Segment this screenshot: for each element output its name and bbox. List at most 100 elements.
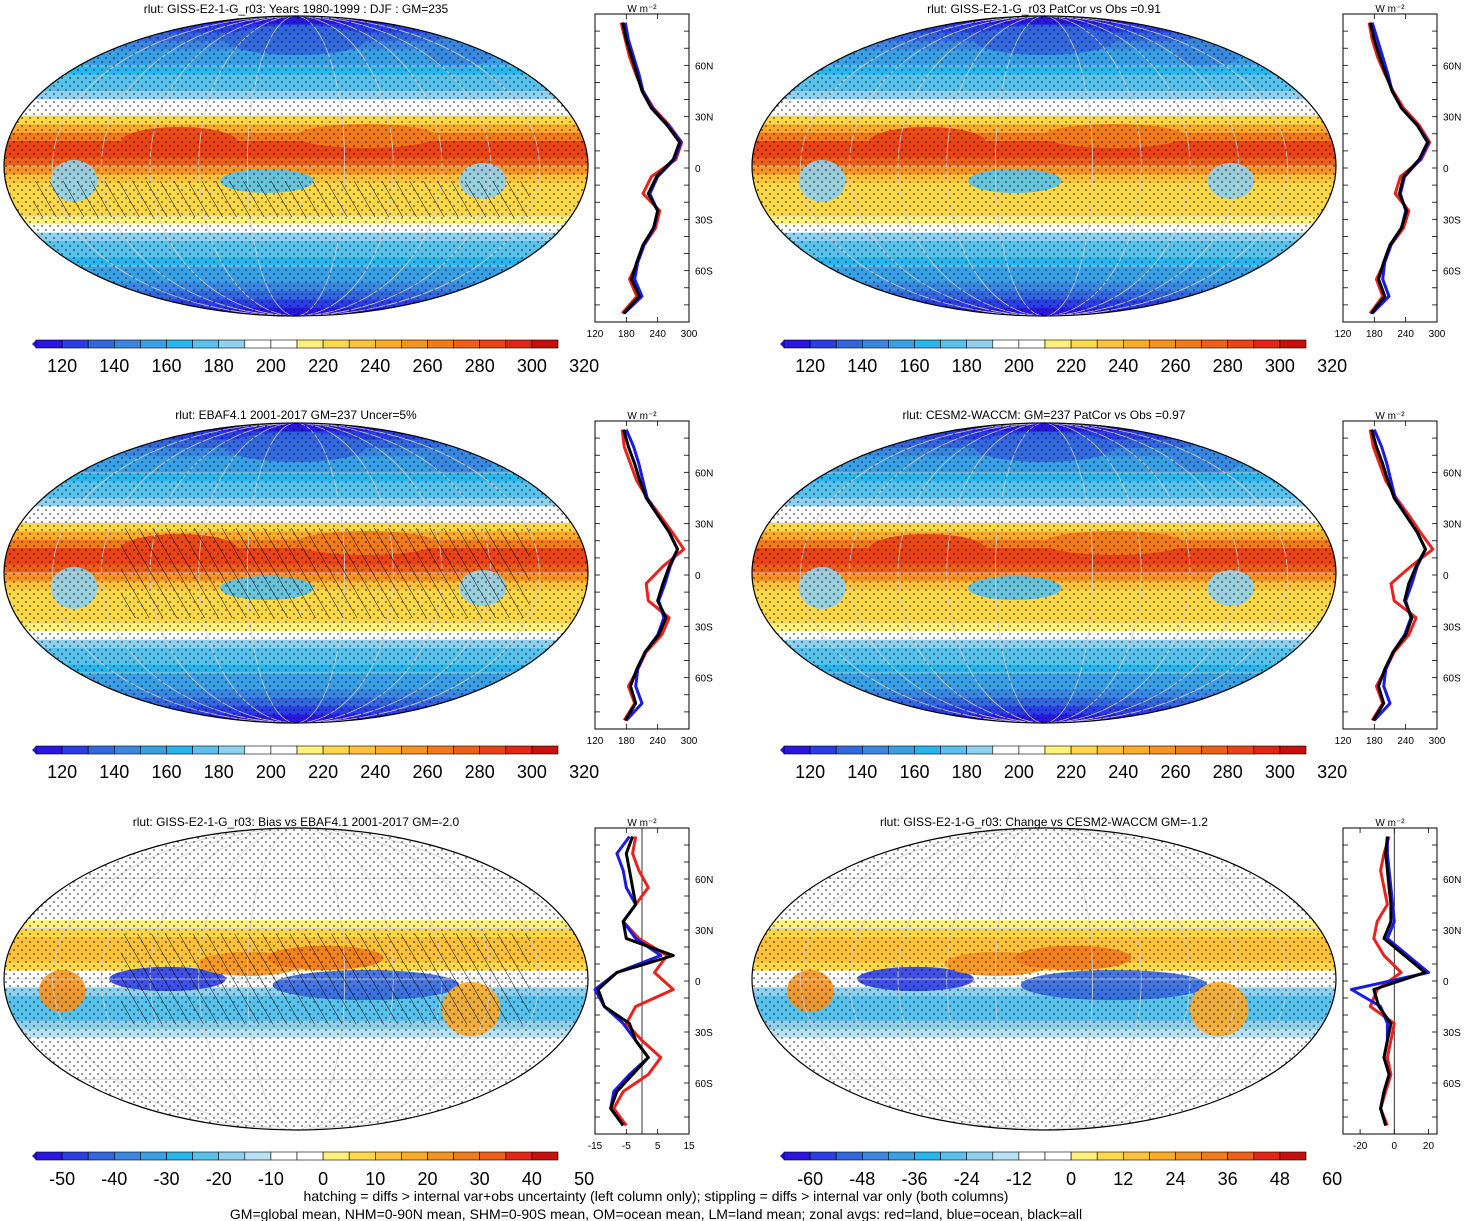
map-outline — [751, 15, 1337, 317]
zonal-xtick-label: 15 — [683, 1141, 695, 1152]
colorbar-swatch — [914, 339, 941, 349]
colorbar-label: 12 — [1113, 1169, 1133, 1189]
colorbar-swatch — [114, 339, 141, 349]
map-outline — [3, 422, 589, 724]
colorbar-label: 220 — [308, 762, 338, 782]
colorbar-label: -50 — [49, 1169, 75, 1189]
colorbar-label: 160 — [899, 762, 929, 782]
colorbar-label: 48 — [1270, 1169, 1290, 1189]
map-outline — [3, 15, 589, 317]
colorbar-swatch — [966, 745, 994, 755]
colorbar-swatch — [479, 1151, 507, 1161]
zonal-xtick-label: 120 — [1335, 329, 1352, 340]
zonal-ytick-label: 0 — [695, 977, 701, 988]
zonal-ytick-label: 60N — [1443, 61, 1461, 72]
map-outline — [751, 422, 1337, 724]
colorbar-swatch — [244, 745, 272, 755]
colorbar-swatch — [861, 745, 889, 755]
panel-5: rlut: GISS-E2-1-G_r03: Bias vs EBAF4.1 2… — [3, 815, 713, 1189]
zonal-ytick-label: 60S — [695, 267, 713, 278]
zonal-ytick-label: 60N — [1443, 468, 1461, 479]
zonal-units-label: W m⁻² — [1375, 4, 1405, 15]
zonal-land-line — [1368, 429, 1435, 722]
zonal-ytick-label: 0 — [695, 164, 701, 175]
zonal-xtick-label: 240 — [649, 329, 666, 340]
colorbar-swatch — [270, 339, 298, 349]
colorbar-swatch — [348, 745, 376, 755]
panel-title: rlut: GISS-E2-1-G_r03 PatCor vs Obs =0.9… — [927, 2, 1161, 16]
colorbar-label: 320 — [1317, 356, 1347, 376]
zonal-ytick-label: 60S — [1443, 267, 1461, 278]
colorbar-swatch — [1018, 339, 1046, 349]
zonal-ytick-label: 30S — [1443, 215, 1461, 226]
zonal-units-label: W m⁻² — [627, 411, 657, 422]
zonal-xtick-label: 180 — [618, 736, 635, 747]
colorbar-label: 200 — [1004, 356, 1034, 376]
colorbar-swatch — [505, 745, 533, 755]
map-outline — [3, 827, 589, 1131]
colorbar-label: 260 — [1160, 356, 1190, 376]
colorbar-swatch — [140, 1151, 167, 1161]
colorbar-swatch — [1096, 339, 1124, 349]
colorbar-swatch — [35, 745, 63, 755]
colorbar-label: 120 — [795, 356, 825, 376]
colorbar-label: 220 — [1056, 356, 1086, 376]
colorbar-label: 40 — [522, 1169, 542, 1189]
colorbar-label: -30 — [153, 1169, 179, 1189]
colorbar-swatch — [374, 745, 402, 755]
colorbar-swatch — [166, 1151, 193, 1161]
colorbar-label: -48 — [849, 1169, 875, 1189]
colorbar-swatch — [992, 745, 1020, 755]
colorbar-swatch — [505, 1151, 533, 1161]
zonal-all-line — [621, 22, 682, 315]
colorbar-swatch — [1279, 1151, 1307, 1161]
colorbar-swatch — [114, 745, 141, 755]
colorbar-label: 200 — [256, 762, 286, 782]
zonal-xtick-label: 300 — [1429, 736, 1446, 747]
map-field — [752, 16, 1336, 316]
colorbar-label: 60 — [1322, 1169, 1342, 1189]
zonal-all-line — [1368, 22, 1430, 315]
colorbar-swatch — [87, 1151, 115, 1161]
colorbar-label: 180 — [952, 356, 982, 376]
zonal-units-label: W m⁻² — [1375, 411, 1405, 422]
colorbar-swatch — [192, 1151, 220, 1161]
colorbar-swatch — [1227, 339, 1255, 349]
colorbar-label: 320 — [1317, 762, 1347, 782]
panel-title: rlut: GISS-E2-1-G_r03: Change vs CESM2-W… — [880, 815, 1208, 829]
colorbar-swatch — [1044, 339, 1072, 349]
colorbar-swatch — [1201, 339, 1228, 349]
colorbar-swatch — [427, 745, 454, 755]
colorbar-swatch — [1044, 1151, 1072, 1161]
colorbar-label: 240 — [360, 356, 390, 376]
zonal-all-line — [1372, 836, 1427, 1126]
colorbar-label: 200 — [256, 356, 286, 376]
colorbar-swatch — [270, 1151, 298, 1161]
colorbar-swatch — [1227, 745, 1255, 755]
zonal-xtick-label: 120 — [1335, 736, 1352, 747]
zonal-ytick-label: 30S — [1443, 1028, 1461, 1039]
colorbar-label: -12 — [1006, 1169, 1032, 1189]
panel-6: rlut: GISS-E2-1-G_r03: Change vs CESM2-W… — [751, 815, 1461, 1189]
zonal-units-label: W m⁻² — [627, 818, 657, 829]
colorbar-swatch — [61, 339, 89, 349]
zonal-frame — [594, 420, 690, 730]
colorbar-arrow-low — [32, 340, 36, 348]
zonal-xtick-label: 180 — [618, 329, 635, 340]
colorbar-label: 120 — [47, 356, 77, 376]
colorbar-swatch — [1018, 1151, 1046, 1161]
colorbar-swatch — [1279, 745, 1307, 755]
colorbar-swatch — [1044, 745, 1072, 755]
zonal-land-line — [1367, 22, 1432, 315]
colorbar-label: 300 — [1265, 356, 1295, 376]
zonal-xtick-label: -20 — [1353, 1141, 1368, 1152]
zonal-frame — [1342, 420, 1438, 730]
colorbar-swatch — [1175, 745, 1202, 755]
zonal-xtick-label: -15 — [588, 1141, 603, 1152]
colorbar-label: 240 — [360, 762, 390, 782]
zonal-units-label: W m⁻² — [1375, 818, 1405, 829]
colorbar-label: 220 — [1056, 762, 1086, 782]
colorbar-swatch — [270, 745, 298, 755]
colorbar-swatch — [1070, 1151, 1098, 1161]
panel-4: rlut: CESM2-WACCM: GM=237 PatCor vs Obs … — [751, 408, 1461, 782]
